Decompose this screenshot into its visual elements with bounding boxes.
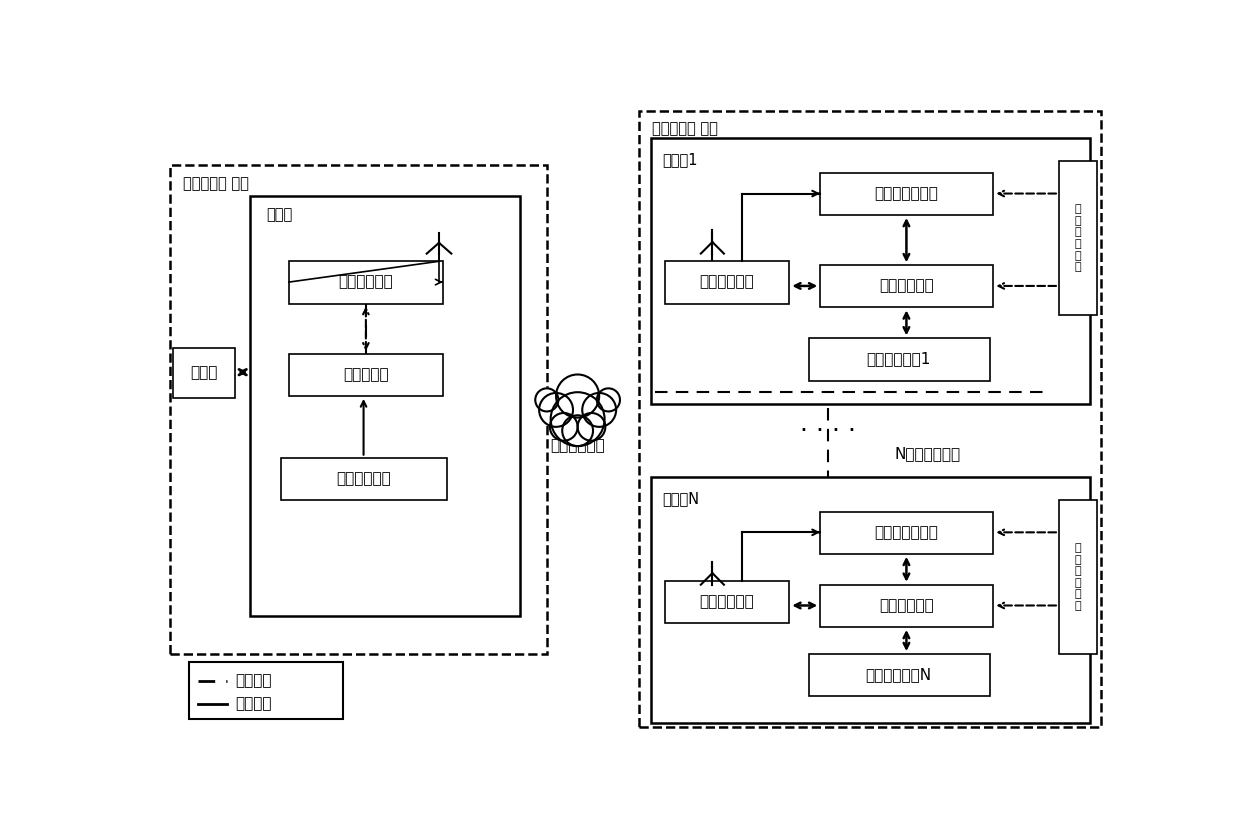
Text: 信号采集模块: 信号采集模块 — [878, 598, 934, 613]
Bar — [289, 354, 442, 396]
Text: 充放电控制模块: 充放电控制模块 — [875, 525, 938, 540]
Text: 从设备N: 从设备N — [663, 491, 700, 505]
Text: 电
源
转
换
模
块: 电 源 转 换 模 块 — [1074, 543, 1082, 611]
Text: 采集与测试 单元: 采集与测试 单元 — [652, 121, 719, 136]
Bar — [289, 261, 442, 304]
Circle shape — [550, 413, 577, 441]
Circle shape — [535, 388, 559, 412]
Bar — [820, 584, 994, 627]
Bar — [188, 662, 343, 720]
Text: 主控制模块: 主控制模块 — [343, 367, 389, 382]
Circle shape — [539, 393, 572, 427]
Bar — [650, 477, 1089, 723]
Circle shape — [577, 413, 606, 441]
Bar — [820, 265, 994, 307]
Bar — [250, 196, 520, 616]
Text: 处理与监控 单元: 处理与监控 单元 — [182, 177, 249, 192]
Text: 无线终端模块: 无线终端模块 — [700, 594, 755, 609]
Circle shape — [563, 415, 593, 446]
Text: 无线终端模块: 无线终端模块 — [700, 275, 755, 290]
Bar — [664, 261, 789, 304]
Text: 工控机: 工控机 — [191, 364, 218, 379]
Text: 电源转换模块: 电源转换模块 — [336, 471, 392, 486]
Text: 无线局域网络: 无线局域网络 — [550, 438, 605, 454]
Bar — [809, 654, 990, 696]
Text: 信号通路: 信号通路 — [235, 673, 271, 688]
Bar — [664, 581, 789, 623]
Text: 无线控制模块: 无线控制模块 — [338, 275, 393, 290]
Text: 主设备: 主设备 — [266, 208, 292, 222]
Bar — [809, 339, 990, 381]
Bar — [1059, 161, 1098, 315]
Bar — [639, 111, 1101, 727]
Bar — [650, 138, 1089, 403]
Circle shape — [597, 388, 620, 412]
Circle shape — [582, 393, 616, 427]
Circle shape — [556, 374, 600, 417]
Bar — [1059, 500, 1098, 654]
Text: 从设备1: 从设备1 — [663, 152, 698, 167]
Text: N个独立从设备: N个独立从设备 — [895, 447, 961, 461]
Text: 待测单体电池N: 待测单体电池N — [866, 667, 932, 682]
Bar — [170, 165, 546, 654]
Text: 信号采集模块: 信号采集模块 — [878, 278, 934, 294]
Circle shape — [550, 393, 605, 446]
Bar — [820, 173, 994, 215]
Bar — [281, 457, 447, 500]
Bar — [173, 348, 235, 398]
Text: · · · ·: · · · · — [800, 418, 856, 442]
Text: 电
源
转
换
模
块: 电 源 转 换 模 块 — [1074, 204, 1082, 272]
Bar — [820, 511, 994, 554]
Text: 功率通路: 功率通路 — [235, 696, 271, 711]
Text: 待测单体电池1: 待测单体电池1 — [866, 352, 930, 367]
Text: 充放电控制模块: 充放电控制模块 — [875, 186, 938, 201]
